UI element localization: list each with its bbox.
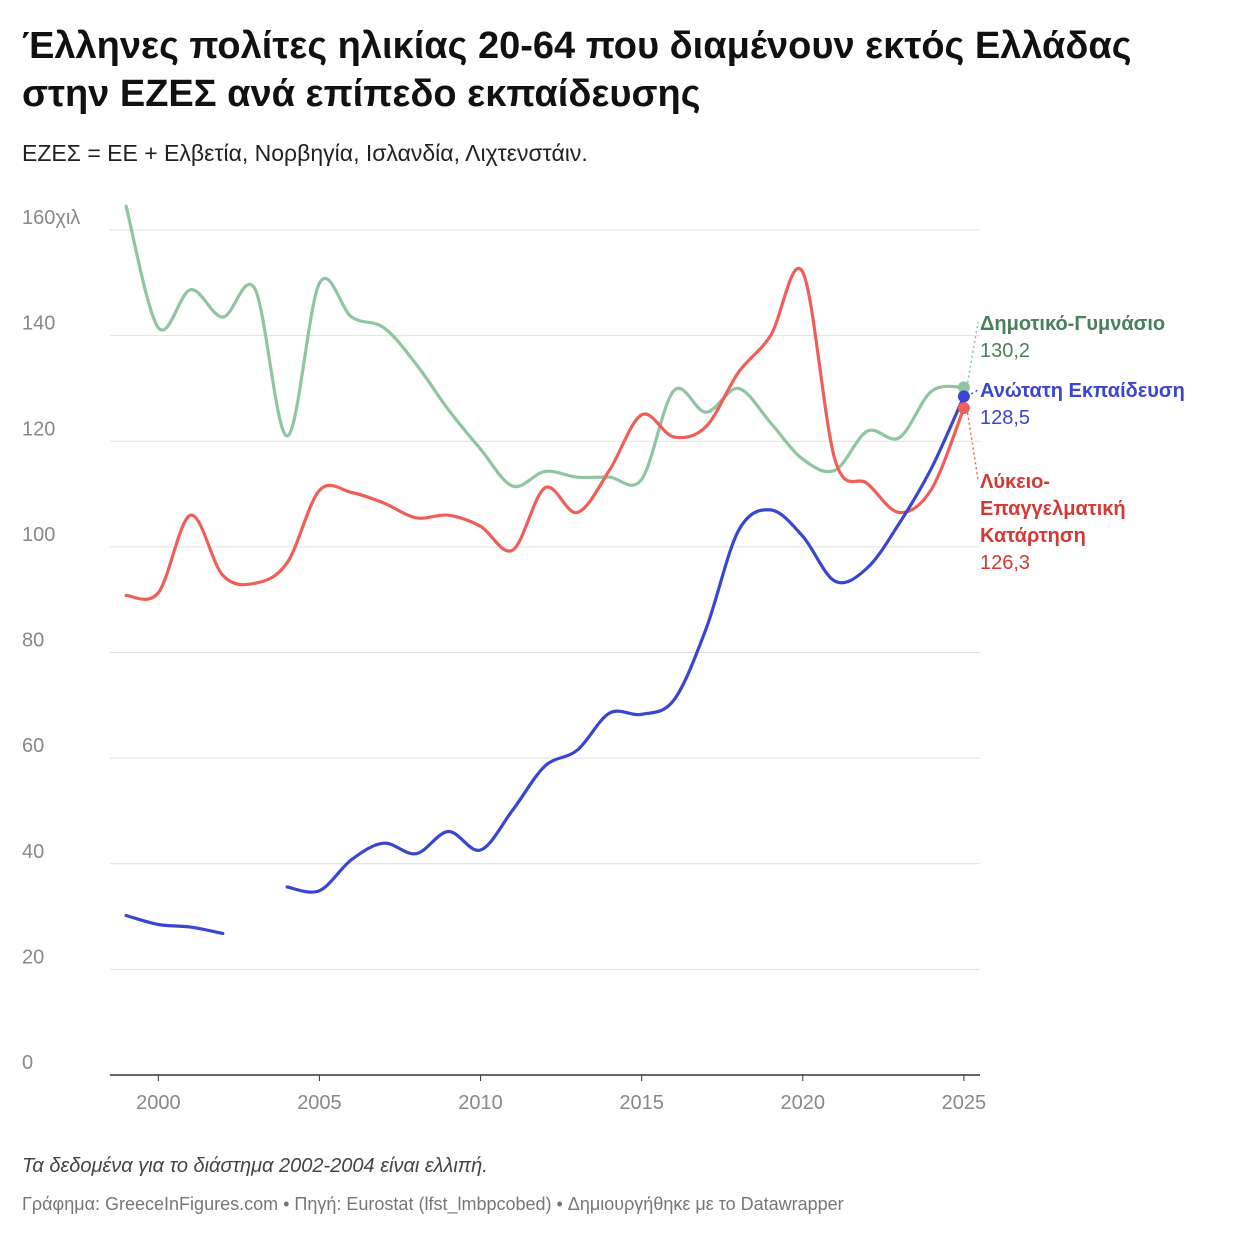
- series-end-point: [957, 401, 970, 414]
- series-end-point: [957, 390, 970, 403]
- label-connector: [966, 407, 979, 481]
- y-tick-label: 100: [22, 524, 55, 546]
- y-tick-label: 160χιλ: [22, 207, 80, 229]
- series-name-label: Λύκειο-: [980, 471, 1050, 493]
- axes: 0 20 40 60 80 100 120 140 160χιλ 2000 2005 2010 2015…: [22, 207, 986, 1114]
- series-value-label: 128,5: [980, 407, 1030, 429]
- series-lines: [124, 204, 970, 936]
- chart-notes: Τα δεδομένα για το διάστημα 2002-2004 εί…: [22, 1155, 488, 1177]
- series-name-label: Δημοτικό-Γυμνάσιο: [980, 313, 1165, 335]
- x-tick-label: 2020: [781, 1092, 826, 1114]
- label-connector: [966, 389, 979, 398]
- series-value-label: 126,3: [980, 552, 1030, 574]
- chart-subtitle: ΕΖΕΣ = ΕΕ + Ελβετία, Νορβηγία, Ισλανδία,…: [22, 140, 588, 166]
- series-end-point: [957, 381, 970, 394]
- series-labels: Δημοτικό-Γυμνάσιο 130,2 Ανώτατη Εκπαίδευση…: [966, 313, 1185, 574]
- series-name-label: Επαγγελματική: [980, 498, 1126, 520]
- x-tick-label: 2005: [297, 1092, 342, 1114]
- series-line: [124, 204, 966, 489]
- chart-title: Έλληνες πολίτες ηλικίας 20-64 που διαμέν…: [22, 25, 1132, 115]
- label-connector: [966, 321, 979, 388]
- series-line: [124, 913, 225, 936]
- y-tick-label: 20: [22, 946, 44, 968]
- line-chart: 0 20 40 60 80 100 120 140 160χιλ 2000 2005 2010 2015…: [22, 204, 1185, 1114]
- x-tick-label: 2015: [619, 1092, 664, 1114]
- series-value-label: 130,2: [980, 340, 1030, 362]
- y-tick-label: 0: [22, 1052, 33, 1074]
- series-name-label: Ανώτατη Εκπαίδευση: [980, 380, 1185, 402]
- x-tick-label: 2000: [136, 1092, 181, 1114]
- y-tick-label: 40: [22, 841, 44, 863]
- y-tick-label: 140: [22, 313, 55, 335]
- series-line: [285, 394, 966, 894]
- grid-lines: [110, 229, 980, 1076]
- series-line: [124, 267, 966, 602]
- y-tick-label: 60: [22, 735, 44, 757]
- series-name-label: Κατάρτηση: [980, 525, 1086, 547]
- x-tick-label: 2010: [458, 1092, 503, 1114]
- chart-credits: Γράφημα: GreeceInFigures.com • Πηγή: Eur…: [22, 1194, 844, 1214]
- y-tick-label: 120: [22, 418, 55, 440]
- y-tick-label: 80: [22, 630, 44, 652]
- x-tick-label: 2025: [942, 1092, 987, 1114]
